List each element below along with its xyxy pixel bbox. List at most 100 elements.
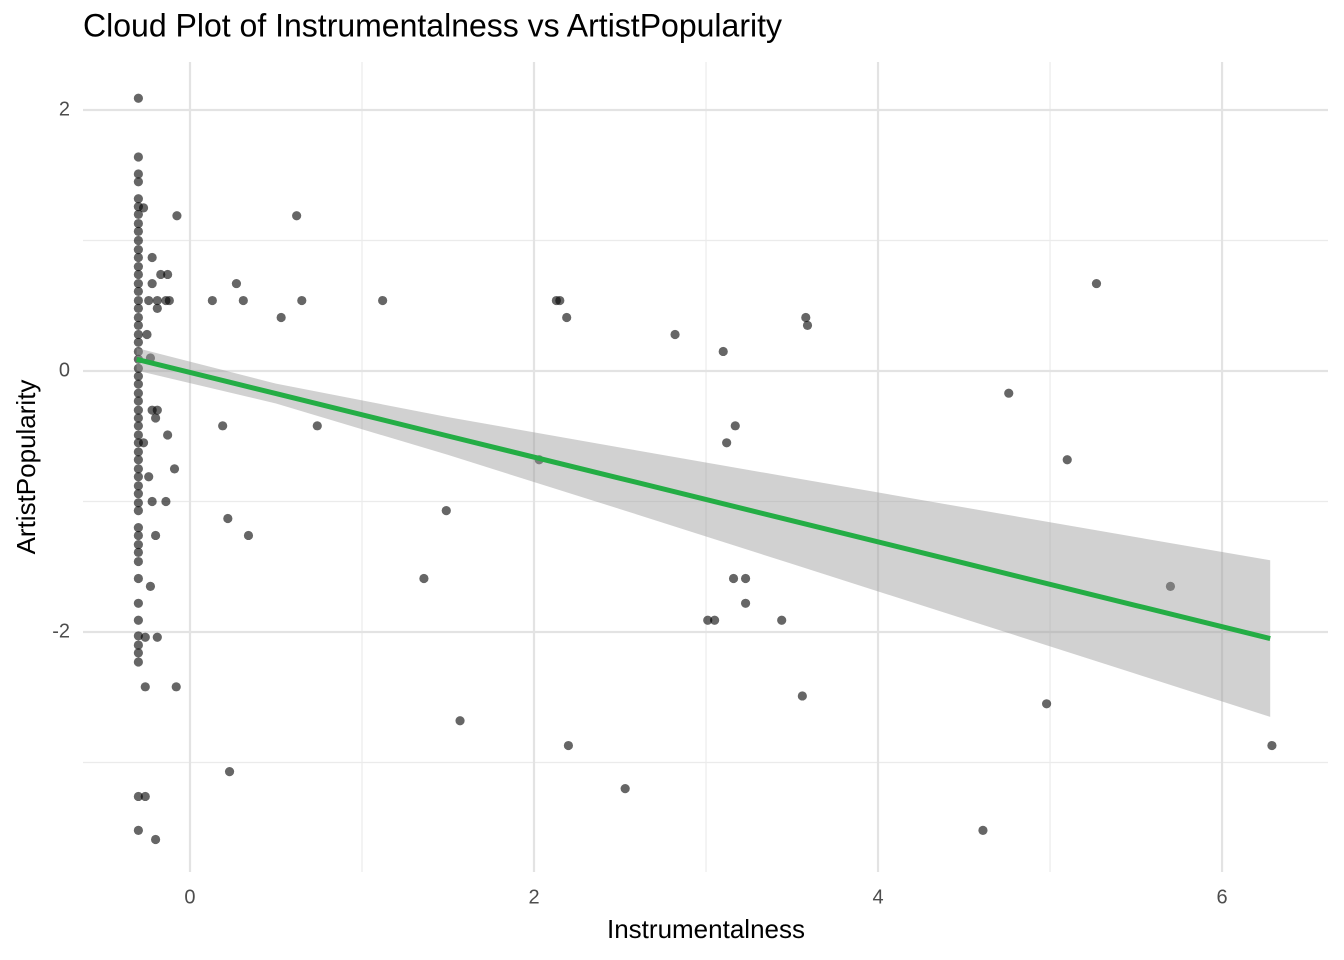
point [150, 413, 161, 423]
point [163, 269, 173, 280]
point [133, 547, 143, 558]
point [1041, 699, 1052, 709]
point [152, 295, 162, 306]
point [133, 194, 143, 204]
point [133, 615, 143, 625]
point [555, 295, 565, 306]
point [133, 640, 143, 650]
point [133, 791, 143, 802]
point [133, 312, 143, 323]
point [133, 152, 143, 162]
point [218, 421, 228, 431]
y-tick-label: 2 [59, 98, 70, 120]
fit-line [136, 356, 1271, 641]
point [133, 405, 143, 415]
point [144, 472, 154, 482]
point [133, 825, 143, 835]
point [133, 303, 143, 313]
point [133, 539, 143, 550]
point [312, 421, 322, 431]
point [133, 481, 143, 491]
point [147, 278, 157, 289]
point [133, 598, 143, 608]
point [133, 413, 143, 423]
point [133, 523, 143, 533]
point [161, 496, 171, 507]
x-axis-title: Instrumentalness [607, 914, 805, 944]
point [670, 329, 680, 340]
point [133, 648, 143, 658]
point [133, 631, 143, 641]
point [777, 615, 787, 625]
point [730, 421, 740, 431]
point [1062, 455, 1072, 465]
point [150, 530, 161, 541]
point [133, 337, 143, 347]
point [292, 211, 302, 221]
point [801, 312, 811, 323]
point [133, 489, 143, 499]
point [142, 329, 152, 340]
point [163, 430, 173, 440]
point [243, 530, 254, 541]
point [133, 93, 143, 103]
point [169, 464, 180, 474]
point [133, 530, 143, 541]
point [133, 177, 143, 187]
point [133, 245, 143, 255]
point [728, 573, 739, 584]
point [224, 767, 235, 777]
point [978, 825, 988, 835]
point [133, 388, 143, 398]
point [441, 506, 451, 516]
point [238, 295, 248, 306]
point [133, 379, 143, 389]
x-tick-label: 0 [184, 886, 195, 908]
point [147, 252, 157, 263]
confidence-band [136, 348, 1271, 717]
point [164, 295, 174, 306]
point [1267, 740, 1277, 751]
point [138, 438, 149, 448]
point [797, 691, 807, 701]
point [133, 262, 143, 272]
point [562, 312, 572, 323]
y-tick-label: 0 [59, 359, 70, 381]
point [223, 513, 233, 524]
point [152, 303, 162, 313]
point [140, 791, 150, 802]
point [133, 295, 143, 306]
point [378, 295, 388, 306]
x-tick-label: 2 [528, 886, 539, 908]
point [620, 784, 630, 794]
point [563, 740, 574, 751]
point [171, 682, 181, 692]
point [133, 218, 143, 229]
point [276, 312, 286, 323]
point [147, 496, 157, 507]
point [150, 834, 161, 845]
y-axis-title: ArtistPopularity [11, 380, 41, 555]
point [133, 286, 143, 297]
point [133, 346, 143, 357]
point [133, 363, 143, 374]
point [703, 615, 713, 625]
point [152, 632, 162, 642]
x-tick-label: 4 [872, 886, 883, 908]
point [133, 278, 143, 289]
point [156, 269, 166, 280]
point [133, 235, 143, 246]
point [140, 632, 150, 642]
point [133, 573, 143, 584]
point [133, 430, 143, 440]
point [802, 320, 813, 330]
point [133, 464, 143, 474]
point [133, 472, 143, 482]
point [740, 598, 751, 608]
point [133, 498, 143, 508]
y-tick-label: -2 [52, 620, 70, 642]
point [133, 371, 143, 381]
point [133, 455, 143, 465]
point [455, 716, 465, 726]
point [133, 396, 143, 406]
